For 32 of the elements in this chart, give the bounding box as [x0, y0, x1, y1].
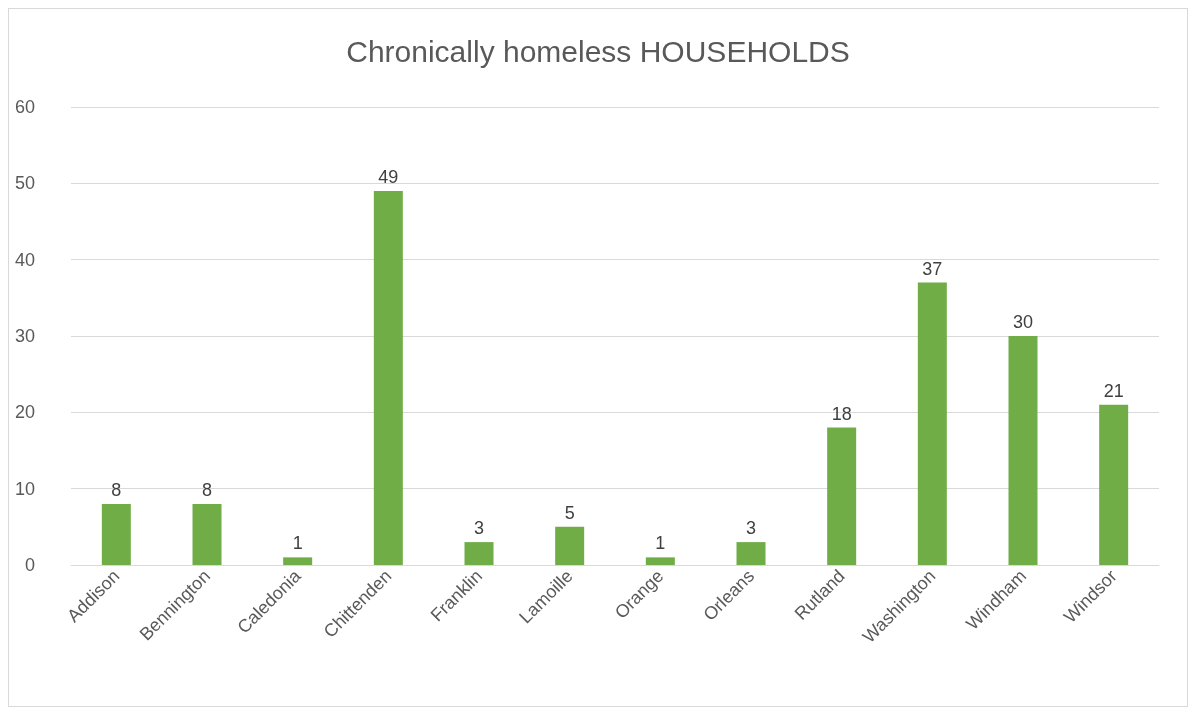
chart-title: Chronically homeless HOUSEHOLDS: [346, 34, 850, 68]
y-tick-label: 40: [14, 249, 35, 270]
data-label: 37: [922, 258, 943, 279]
bar: [736, 542, 766, 565]
bar: [192, 503, 222, 565]
data-label: 21: [1103, 380, 1124, 401]
y-tick-label: 10: [14, 478, 35, 499]
data-label: 1: [292, 533, 303, 554]
bar: [1008, 336, 1038, 565]
bar: [373, 190, 403, 565]
bar: [283, 557, 313, 565]
bar: [555, 526, 585, 565]
data-label: 1: [655, 533, 666, 554]
data-label: 8: [201, 479, 213, 500]
bar: [464, 542, 494, 565]
data-label: 8: [111, 479, 122, 500]
y-tick-label: 60: [14, 97, 35, 117]
bar: [917, 282, 947, 565]
bar: [645, 557, 675, 565]
y-tick-label: 20: [14, 402, 35, 423]
data-label: 30: [1012, 312, 1034, 332]
data-label: 49: [378, 166, 399, 187]
y-tick-label: 0: [24, 555, 35, 575]
data-label: 18: [831, 403, 852, 424]
bar: [827, 427, 857, 565]
data-label: 3: [745, 518, 757, 539]
y-tick-label: 30: [14, 326, 35, 346]
bar: [1099, 404, 1129, 565]
bar: [101, 503, 131, 565]
y-tick-label: 50: [14, 173, 35, 194]
data-label: 5: [564, 502, 575, 523]
data-label: 3: [473, 518, 485, 539]
